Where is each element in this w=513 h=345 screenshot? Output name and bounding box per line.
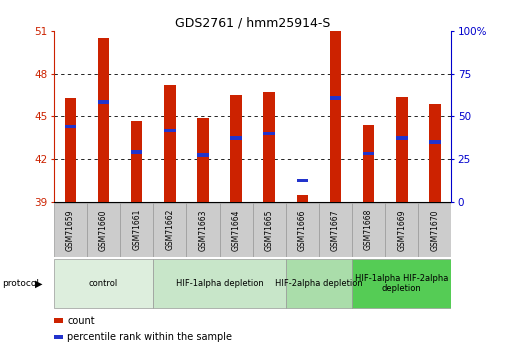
Bar — [54, 259, 153, 308]
Bar — [286, 203, 319, 257]
Bar — [429, 140, 441, 144]
Text: GSM71662: GSM71662 — [165, 209, 174, 250]
Bar — [396, 136, 407, 140]
Bar — [230, 136, 242, 140]
Bar — [131, 121, 143, 202]
Bar — [286, 259, 352, 308]
Bar — [220, 203, 252, 257]
Text: HIF-2alpha depletion: HIF-2alpha depletion — [275, 279, 363, 288]
Bar — [197, 118, 209, 202]
Bar — [153, 203, 186, 257]
Bar — [87, 203, 120, 257]
Bar — [186, 203, 220, 257]
Bar — [263, 92, 275, 202]
Bar — [131, 150, 143, 154]
Text: control: control — [89, 279, 118, 288]
Bar — [197, 153, 209, 157]
Bar — [297, 195, 308, 202]
Text: ▶: ▶ — [35, 279, 43, 288]
Bar — [429, 104, 441, 202]
Bar — [98, 100, 109, 104]
Bar — [98, 38, 109, 202]
Text: GSM71670: GSM71670 — [430, 209, 439, 250]
Text: GSM71660: GSM71660 — [99, 209, 108, 250]
Text: GSM71667: GSM71667 — [331, 209, 340, 250]
Bar — [54, 203, 87, 257]
Text: GSM71664: GSM71664 — [231, 209, 241, 250]
Text: protocol: protocol — [3, 279, 40, 288]
Bar — [65, 98, 76, 202]
Text: GSM71659: GSM71659 — [66, 209, 75, 250]
Text: GSM71663: GSM71663 — [199, 209, 207, 250]
Bar — [363, 125, 374, 202]
Bar — [297, 179, 308, 182]
Bar — [319, 203, 352, 257]
Bar — [252, 203, 286, 257]
Bar — [230, 95, 242, 202]
Bar — [363, 152, 374, 155]
Bar — [120, 203, 153, 257]
Bar — [396, 97, 407, 202]
Title: GDS2761 / hmm25914-S: GDS2761 / hmm25914-S — [175, 17, 330, 30]
Text: GSM71661: GSM71661 — [132, 209, 141, 250]
Text: GSM71666: GSM71666 — [298, 209, 307, 250]
Bar — [385, 203, 418, 257]
Text: HIF-1alpha depletion: HIF-1alpha depletion — [175, 279, 263, 288]
Bar — [65, 125, 76, 128]
Text: HIF-1alpha HIF-2alpha
depletion: HIF-1alpha HIF-2alpha depletion — [355, 274, 448, 293]
Bar — [418, 203, 451, 257]
Bar — [352, 203, 385, 257]
Text: percentile rank within the sample: percentile rank within the sample — [67, 332, 232, 342]
Text: GSM71665: GSM71665 — [265, 209, 274, 250]
Bar — [263, 132, 275, 135]
Bar — [330, 96, 341, 100]
Bar — [164, 85, 175, 202]
Bar — [164, 129, 175, 132]
Bar — [352, 259, 451, 308]
Bar — [153, 259, 286, 308]
Bar — [330, 31, 341, 202]
Text: GSM71668: GSM71668 — [364, 209, 373, 250]
Text: count: count — [67, 316, 95, 325]
Text: GSM71669: GSM71669 — [397, 209, 406, 250]
